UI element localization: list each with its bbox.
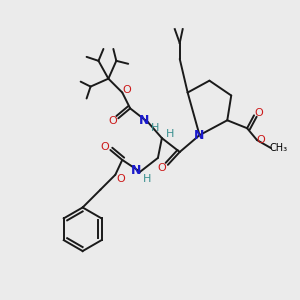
Text: N: N	[139, 114, 149, 127]
Text: O: O	[100, 142, 109, 152]
Text: O: O	[256, 135, 265, 145]
Text: H: H	[151, 123, 159, 133]
Text: N: N	[194, 129, 205, 142]
Text: CH₃: CH₃	[270, 143, 288, 153]
Text: O: O	[116, 174, 125, 184]
Text: O: O	[158, 163, 166, 173]
Text: O: O	[108, 116, 117, 126]
Text: O: O	[255, 108, 263, 118]
Text: O: O	[123, 85, 132, 94]
Text: N: N	[131, 164, 141, 177]
Text: H: H	[166, 129, 174, 139]
Text: H: H	[143, 174, 151, 184]
